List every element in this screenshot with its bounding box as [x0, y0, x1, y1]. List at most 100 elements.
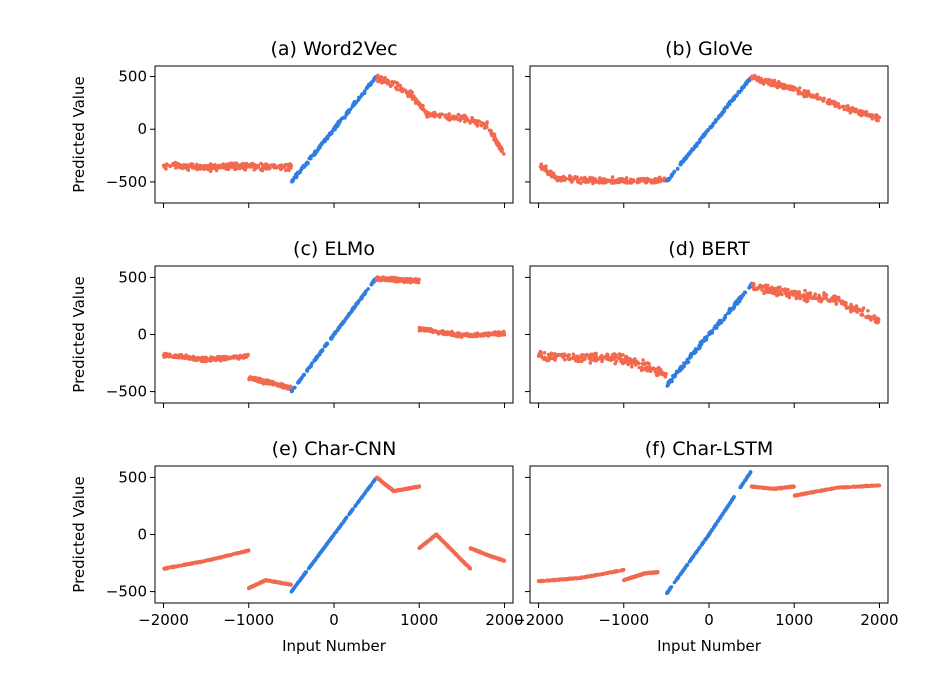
panel-title: (b) GloVe: [665, 38, 753, 60]
out-of-range-point: [545, 170, 549, 175]
in-range-point: [724, 506, 729, 510]
out-of-range-point: [410, 97, 415, 101]
out-of-range-point: [822, 296, 826, 301]
out-of-range-point: [393, 80, 397, 85]
in-range-point: [672, 170, 676, 174]
out-of-range-point: [244, 354, 248, 358]
out-of-range-point: [558, 353, 563, 358]
out-of-range-point: [773, 288, 778, 293]
out-of-range-point: [193, 560, 198, 565]
out-of-range-point: [276, 580, 281, 585]
in-range-point: [338, 324, 342, 329]
out-of-range-point: [378, 278, 383, 283]
out-of-range-point: [617, 177, 621, 181]
out-of-range-point: [860, 309, 864, 313]
out-of-range-point: [179, 353, 184, 357]
in-range-point: [668, 587, 672, 591]
out-of-range-point: [185, 562, 189, 567]
in-range-point: [713, 119, 718, 124]
out-of-range-point: [418, 101, 422, 106]
out-of-range-point: [860, 313, 865, 317]
in-range-point: [725, 105, 729, 109]
in-range-point: [723, 315, 727, 320]
out-of-range-point: [575, 354, 580, 359]
in-range-point: [679, 161, 684, 165]
out-of-range-point: [538, 349, 543, 354]
out-of-range-point: [442, 540, 447, 545]
out-of-range-point: [766, 290, 770, 295]
out-of-range-point: [635, 180, 640, 185]
out-of-range-point: [874, 117, 879, 122]
out-of-range-point: [851, 109, 856, 113]
out-of-range-point: [636, 177, 640, 182]
out-of-range-point: [234, 551, 238, 556]
out-of-range-point: [655, 373, 659, 378]
x-tick-label: 0: [329, 611, 339, 629]
out-of-range-point: [205, 357, 209, 362]
panel-2: (b) GloVe: [525, 38, 889, 208]
out-of-range-point: [605, 354, 609, 358]
out-of-range-point: [797, 91, 802, 95]
in-range-point: [697, 140, 701, 145]
out-of-range-point: [751, 287, 756, 291]
out-of-range-point: [273, 381, 278, 386]
out-of-range-point: [213, 358, 218, 363]
in-range-point: [743, 290, 748, 295]
out-of-range-point: [496, 556, 500, 561]
out-of-range-point: [802, 298, 807, 302]
panel-title: (e) Char-CNN: [272, 438, 397, 460]
out-of-range-point: [218, 355, 223, 359]
in-range-point: [324, 542, 329, 547]
out-of-range-point: [407, 277, 412, 281]
out-of-range-point: [478, 332, 482, 337]
out-of-range-point: [458, 118, 462, 123]
out-of-range-point: [173, 160, 178, 165]
out-of-range-point: [566, 576, 570, 581]
out-of-range-point: [283, 163, 287, 167]
out-of-range-point: [613, 361, 617, 366]
in-range-point: [329, 335, 334, 340]
out-of-range-point: [648, 368, 653, 373]
out-of-range-point: [395, 488, 400, 493]
out-of-range-point: [283, 581, 288, 586]
y-tick-label: 500: [118, 268, 147, 286]
out-of-range-point: [471, 547, 475, 551]
out-of-range-point: [582, 179, 586, 184]
in-range-point: [336, 328, 340, 332]
out-of-range-point: [769, 290, 774, 295]
out-of-range-point: [563, 176, 567, 180]
out-of-range-point: [384, 278, 389, 283]
out-of-range-point: [864, 110, 869, 114]
in-range-point: [678, 572, 683, 577]
out-of-range-point: [273, 164, 278, 168]
out-of-range-point: [376, 79, 380, 84]
out-of-range-point: [876, 317, 881, 322]
out-of-range-point: [412, 485, 416, 490]
in-range-point: [314, 356, 318, 361]
out-of-range-point: [634, 574, 638, 578]
out-of-range-point: [452, 115, 457, 119]
out-of-range-point: [404, 487, 408, 491]
x-tick-label: 1000: [400, 611, 438, 629]
out-of-range-point: [490, 131, 494, 135]
in-range-point: [334, 122, 339, 127]
in-range-point: [733, 301, 738, 306]
out-of-range-point: [759, 80, 764, 84]
out-of-range-point: [498, 557, 503, 562]
in-range-point: [335, 528, 340, 532]
out-of-range-point: [176, 563, 181, 568]
in-range-point: [319, 349, 323, 353]
out-of-range-point: [791, 293, 795, 297]
out-of-range-point: [797, 290, 801, 294]
out-of-range-point: [781, 85, 786, 90]
in-range-point: [741, 292, 745, 297]
in-range-point: [329, 536, 334, 540]
in-range-point: [349, 509, 353, 514]
out-of-range-point: [544, 579, 549, 583]
out-of-range-point: [432, 534, 437, 538]
out-of-range-point: [463, 119, 467, 124]
in-range-point: [352, 101, 356, 106]
out-of-range-point: [636, 361, 641, 365]
out-of-range-point: [836, 296, 840, 300]
